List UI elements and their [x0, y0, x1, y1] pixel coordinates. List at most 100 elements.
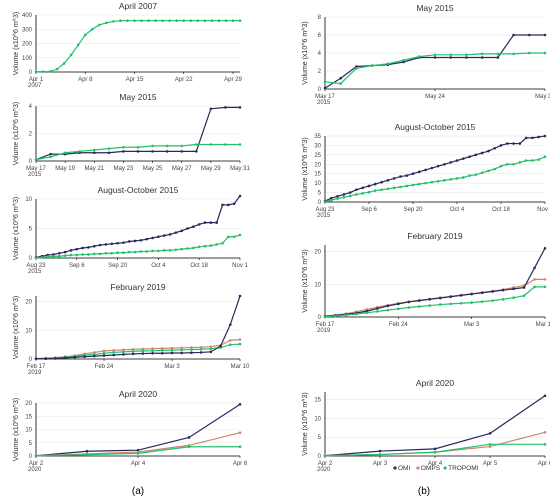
data-point-omi: [194, 150, 198, 153]
data-point-omps: [543, 278, 547, 281]
data-point-omi: [449, 295, 453, 299]
data-point-tropomi: [112, 20, 115, 23]
data-point-tropomi: [78, 150, 82, 153]
x-tick-label: May 17: [315, 94, 335, 100]
data-point-tropomi: [41, 70, 45, 73]
data-point-tropomi: [92, 148, 96, 152]
data-point-tropomi: [336, 197, 339, 200]
x-tick-label: May 19: [55, 166, 75, 172]
data-point-omi: [81, 246, 84, 250]
x-tick-label: Apr 6: [538, 461, 550, 467]
data-point-tropomi: [428, 304, 432, 307]
data-point-tropomi: [355, 312, 358, 316]
data-point-omi: [203, 221, 207, 224]
data-point-omi: [430, 166, 434, 170]
data-point-omi: [512, 287, 515, 291]
x-tick-label: Apr 4: [131, 461, 146, 467]
data-point-omi: [180, 150, 184, 153]
data-point-omi: [480, 151, 484, 155]
data-point-tropomi: [491, 299, 494, 302]
data-point-tropomi: [461, 176, 465, 179]
series-line-omi: [324, 247, 546, 317]
y-axis-label: Volume (x10^6 m^3): [302, 137, 309, 200]
data-point-omi: [339, 76, 343, 80]
data-point-tropomi: [186, 247, 189, 250]
data-point-tropomi: [58, 254, 61, 258]
x-tick-label: Apr 8: [78, 77, 93, 83]
data-point-omi: [487, 149, 490, 153]
data-point-omi: [543, 246, 547, 250]
data-point-tropomi: [238, 19, 242, 23]
y-tick-label: 15: [314, 398, 321, 404]
y-tick-label: 30: [314, 143, 321, 149]
data-point-omps: [92, 351, 96, 354]
x-tick-label: Feb 17: [27, 364, 46, 370]
data-point-omi: [151, 150, 154, 153]
y-axis-label: Volume (x10^6 m^3): [13, 398, 20, 461]
data-point-tropomi: [238, 143, 242, 146]
data-point-tropomi: [215, 243, 218, 246]
data-point-tropomi: [190, 348, 193, 351]
y-tick-label: 5: [318, 191, 322, 197]
chart-title: May 2015: [119, 92, 157, 102]
data-point-tropomi: [192, 246, 195, 250]
data-point-tropomi: [151, 144, 154, 148]
series-line-omi: [35, 195, 241, 258]
y-tick-label: 35: [314, 134, 321, 140]
data-point-tropomi: [119, 19, 122, 23]
data-point-omi: [443, 162, 446, 166]
data-point-omi: [87, 246, 90, 249]
x-tick-year: 2019: [28, 370, 42, 376]
data-point-tropomi: [480, 171, 484, 175]
data-point-omi: [501, 288, 505, 292]
panel-label-a: (a): [132, 486, 144, 497]
data-point-tropomi: [224, 143, 227, 146]
data-point-omi: [402, 60, 405, 64]
data-point-tropomi: [323, 315, 327, 318]
data-point-omi: [104, 243, 108, 246]
data-point-omi: [232, 202, 236, 206]
data-point-omps: [190, 346, 193, 349]
data-point-omi: [180, 229, 184, 233]
data-point-tropomi: [203, 244, 207, 248]
data-point-omps: [228, 339, 232, 342]
data-point-tropomi: [433, 450, 437, 454]
data-point-tropomi: [34, 256, 38, 260]
data-point-omps: [533, 278, 536, 281]
data-point-omi: [49, 152, 52, 156]
data-point-tropomi: [217, 19, 221, 23]
data-point-tropomi: [182, 19, 186, 23]
data-point-omps: [112, 349, 116, 352]
data-point-omi: [480, 56, 484, 59]
data-point-omi: [145, 237, 149, 241]
data-point-omi: [512, 33, 515, 37]
data-point-omi: [151, 351, 154, 355]
x-tick-label: Mar 3: [464, 322, 480, 328]
data-point-omi: [63, 356, 67, 360]
data-point-omi: [537, 135, 541, 139]
data-point-omi: [151, 236, 154, 240]
data-point-omi: [505, 142, 509, 145]
data-point-tropomi: [373, 189, 377, 192]
data-point-omi: [112, 353, 116, 357]
data-point-omps: [122, 348, 125, 352]
data-point-tropomi: [397, 307, 400, 311]
x-tick-label: Oct 4: [151, 263, 166, 269]
data-point-tropomi: [355, 67, 358, 70]
data-point-omi: [378, 449, 382, 453]
x-tick-label: Apr 2: [29, 461, 44, 467]
series-line-omi: [324, 395, 546, 457]
data-point-omi: [342, 193, 346, 196]
data-point-omi: [399, 175, 402, 178]
x-tick-label: Aug 23: [26, 263, 46, 269]
data-point-tropomi: [199, 347, 203, 351]
data-point-omi: [461, 157, 465, 160]
data-point-tropomi: [55, 67, 59, 71]
data-point-tropomi: [518, 161, 522, 164]
data-point-omi: [170, 351, 174, 355]
data-point-tropomi: [116, 251, 119, 254]
data-point-omi: [417, 170, 421, 174]
data-point-tropomi: [380, 188, 383, 192]
data-point-tropomi: [161, 19, 164, 23]
